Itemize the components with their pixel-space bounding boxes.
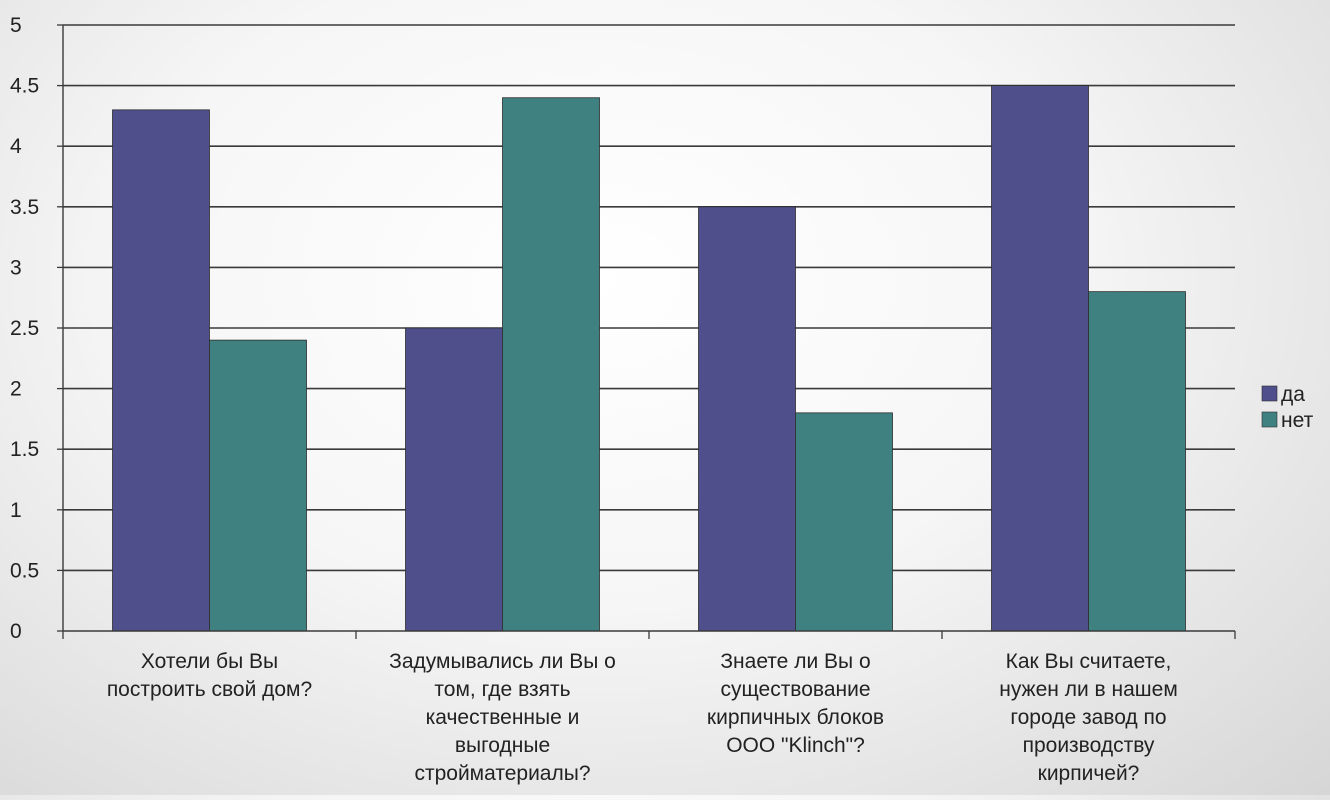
y-tick-label: 1 [10,499,22,522]
legend-label-нет: нет [1281,409,1314,432]
bar-да [991,85,1089,632]
bar-нет [209,339,307,632]
bars [112,85,1186,632]
bar-да [405,327,503,632]
legend-label-да: да [1281,383,1305,406]
y-tick-label: 2 [10,378,22,401]
y-tick-label: 4 [10,135,22,158]
y-tick-label: 0 [10,620,22,643]
bar-да [698,206,796,632]
axes [57,24,1236,639]
bar-да [112,109,210,632]
bar-нет [795,412,893,632]
category-labels: Хотели бы Вы построить свой дом? Задумывал… [107,650,1178,785]
bar-нет [502,97,600,632]
y-tick-label: 3 [10,256,22,279]
y-tick-label: 1.5 [10,438,39,461]
x-category-label: Как Вы считаете, нужен ли в нашем городе з… [999,650,1178,785]
y-tick-label: 0.5 [10,559,39,582]
legend-swatch-да [1261,385,1278,402]
y-tick-label: 2.5 [10,317,39,340]
x-category-label: Знаете ли Вы о существование кирпичных бло… [707,650,884,757]
y-tick-label: 5 [10,14,22,37]
y-tick-label: 4.5 [10,75,39,98]
legend-swatch-нет [1261,411,1278,428]
x-category-label: Хотели бы Вы построить свой дом? [107,650,312,701]
legend: да нет [1261,383,1314,432]
bar-нет [1088,291,1186,632]
y-tick-label: 3.5 [10,196,39,219]
x-category-label: Задумывались ли Вы о том, где взять качест… [389,650,616,785]
y-tick-labels: 0 0.5 1 1.5 2 2.5 3 3.5 4 4.5 5 [10,14,39,643]
